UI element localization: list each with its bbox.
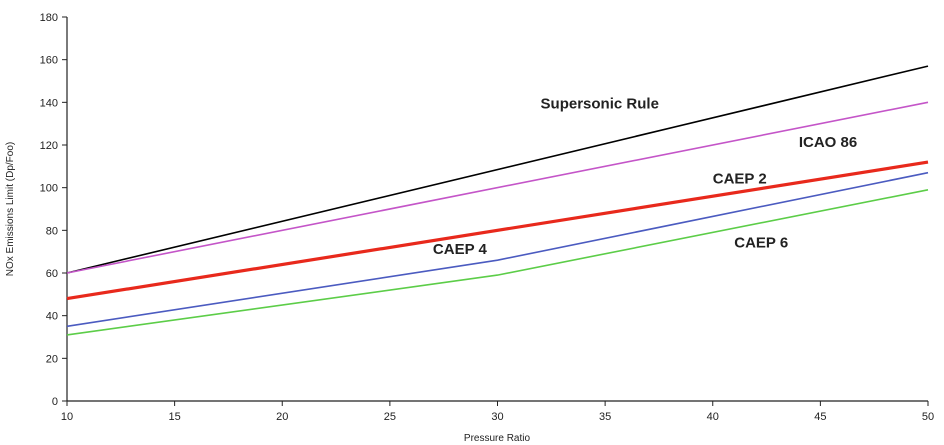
series-line-caep-2 xyxy=(66,160,929,301)
y-tick-label: 20 xyxy=(46,353,58,365)
series-label-icao-86: ICAO 86 xyxy=(799,134,857,151)
y-tick-label: 180 xyxy=(40,12,58,24)
series-line-caep-6 xyxy=(66,189,929,336)
x-tick-label: 25 xyxy=(384,411,396,423)
x-tick-label: 20 xyxy=(276,411,288,423)
ticks: 0 20 40 60 80 100 120 140 160 180 10 15 20 25 30 35 40 45… xyxy=(40,12,934,423)
x-tick-label: 30 xyxy=(491,411,503,423)
y-tick-label: 120 xyxy=(40,140,58,152)
y-axis-title: NOx Emissions Limit (Dp/Foo) xyxy=(5,142,16,276)
series-label-supersonic-rule: Supersonic Rule xyxy=(541,96,659,113)
series-line-icao-86 xyxy=(66,101,929,274)
axes xyxy=(66,17,928,402)
x-axis-title: Pressure Ratio xyxy=(464,433,531,444)
y-tick-label: 100 xyxy=(40,183,58,195)
series-line-supersonic-rule xyxy=(66,65,929,274)
x-tick-label: 15 xyxy=(169,411,181,423)
x-tick-label: 40 xyxy=(707,411,719,423)
series-labels: Supersonic Rule ICAO 86 CAEP 2 CAEP 4 CAEP 6 xyxy=(433,96,857,258)
series-label-caep-6: CAEP 6 xyxy=(734,234,788,251)
x-tick-label: 10 xyxy=(61,411,73,423)
y-tick-label: 60 xyxy=(46,268,58,280)
y-tick-label: 40 xyxy=(46,311,58,323)
y-tick-label: 160 xyxy=(40,55,58,67)
series-lines xyxy=(66,65,929,336)
y-tick-label: 0 xyxy=(52,396,58,408)
series-label-caep-2: CAEP 2 xyxy=(713,170,767,187)
x-tick-label: 50 xyxy=(922,411,934,423)
series-label-caep-4: CAEP 4 xyxy=(433,241,488,258)
x-tick-label: 35 xyxy=(599,411,611,423)
y-tick-label: 80 xyxy=(46,225,58,237)
series-line-caep-4 xyxy=(66,171,929,328)
x-tick-label: 45 xyxy=(814,411,826,423)
y-tick-label: 140 xyxy=(40,97,58,109)
